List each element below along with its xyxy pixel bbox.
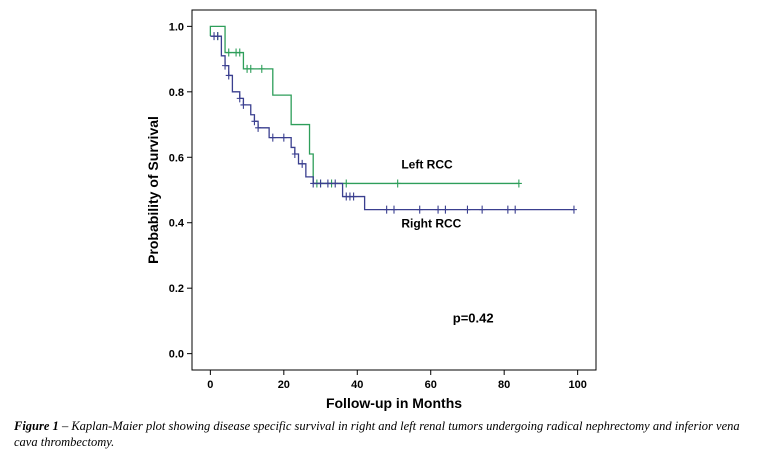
km-plot: 0.0 0.2 0.4 0.6 0.8 1.0 0 20 40 60 80 100 Left RCC…	[145, 9, 597, 411]
left-rcc-censor-mark	[247, 64, 254, 73]
left-rcc-censor-mark	[515, 179, 522, 188]
left-rcc-survival-curve	[209, 25, 519, 185]
right-rcc-censor-mark	[442, 205, 449, 214]
y-tick-label: 1.0	[169, 21, 184, 33]
right-rcc-censor-mark	[350, 192, 357, 201]
y-tick-label: 0.0	[169, 349, 184, 361]
x-tick-label: 40	[351, 379, 363, 391]
right-rcc-censor-mark	[240, 100, 247, 109]
x-tick-label: 80	[498, 379, 510, 391]
right-rcc-censor-mark	[251, 117, 258, 126]
right-rcc-censor-mark	[383, 205, 390, 214]
x-tick-label: 0	[207, 379, 213, 391]
left-rcc-censor-mark	[225, 48, 232, 57]
right-rcc-censor-mark	[214, 32, 221, 41]
right-rcc-censor-mark	[236, 94, 243, 103]
right-rcc-censor-mark	[479, 205, 486, 214]
left-rcc-censor-mark	[343, 179, 350, 188]
x-axis-ticks: 0 20 40 60 80 100	[207, 370, 587, 391]
right-rcc-censor-mark	[464, 205, 471, 214]
right-rcc-censor-mark	[435, 205, 442, 214]
series-label: Right RCC	[401, 217, 461, 231]
right-rcc-censor-mark	[255, 123, 262, 132]
right-rcc-censor-mark	[504, 205, 511, 214]
right-rcc-censor-mark	[222, 61, 229, 70]
labels-layer: Left RCC Right RCC p=0.42	[401, 158, 493, 326]
y-axis-ticks: 0.0 0.2 0.4 0.6 0.8 1.0	[169, 21, 192, 361]
right-rcc-censor-mark	[269, 133, 276, 142]
right-rcc-censor-mark	[291, 150, 298, 158]
y-tick-label: 0.2	[169, 283, 184, 295]
x-axis-title: Follow-up in Months	[326, 395, 462, 411]
y-tick-label: 0.6	[169, 152, 184, 164]
right-rcc-censor-mark	[324, 179, 331, 188]
left-rcc-censor-mark	[258, 64, 265, 73]
y-tick-label: 0.8	[169, 87, 184, 99]
left-rcc-censor-mark	[394, 179, 401, 188]
figure-caption: Figure 1 – Kaplan-Maier plot showing dis…	[14, 418, 754, 450]
right-rcc-censor-mark	[570, 205, 577, 214]
series-label: Left RCC	[401, 158, 453, 172]
caption-label: Figure 1	[14, 419, 59, 433]
right-rcc-censor-mark	[225, 71, 232, 80]
caption-text: – Kaplan-Maier plot showing disease spec…	[14, 419, 740, 449]
right-rcc-censor-mark	[317, 179, 324, 188]
y-axis-title: Probability of Survival	[145, 116, 161, 264]
left-rcc-censor-mark	[236, 48, 243, 57]
right-rcc-censor-mark	[512, 205, 519, 214]
right-rcc-censor-mark	[280, 133, 287, 142]
right-rcc-censor-mark	[299, 159, 306, 168]
right-rcc-censor-mark	[416, 205, 423, 214]
x-tick-label: 60	[425, 379, 437, 391]
x-tick-label: 20	[278, 379, 290, 391]
right-rcc-censor-mark	[310, 179, 317, 188]
series-layer	[209, 25, 577, 214]
p-value-annotation: p=0.42	[453, 311, 494, 326]
plot-frame	[191, 9, 597, 371]
right-rcc-censor-mark	[332, 179, 339, 188]
x-tick-label: 100	[568, 379, 586, 391]
y-tick-label: 0.4	[169, 218, 185, 230]
right-rcc-censor-mark	[391, 205, 397, 214]
